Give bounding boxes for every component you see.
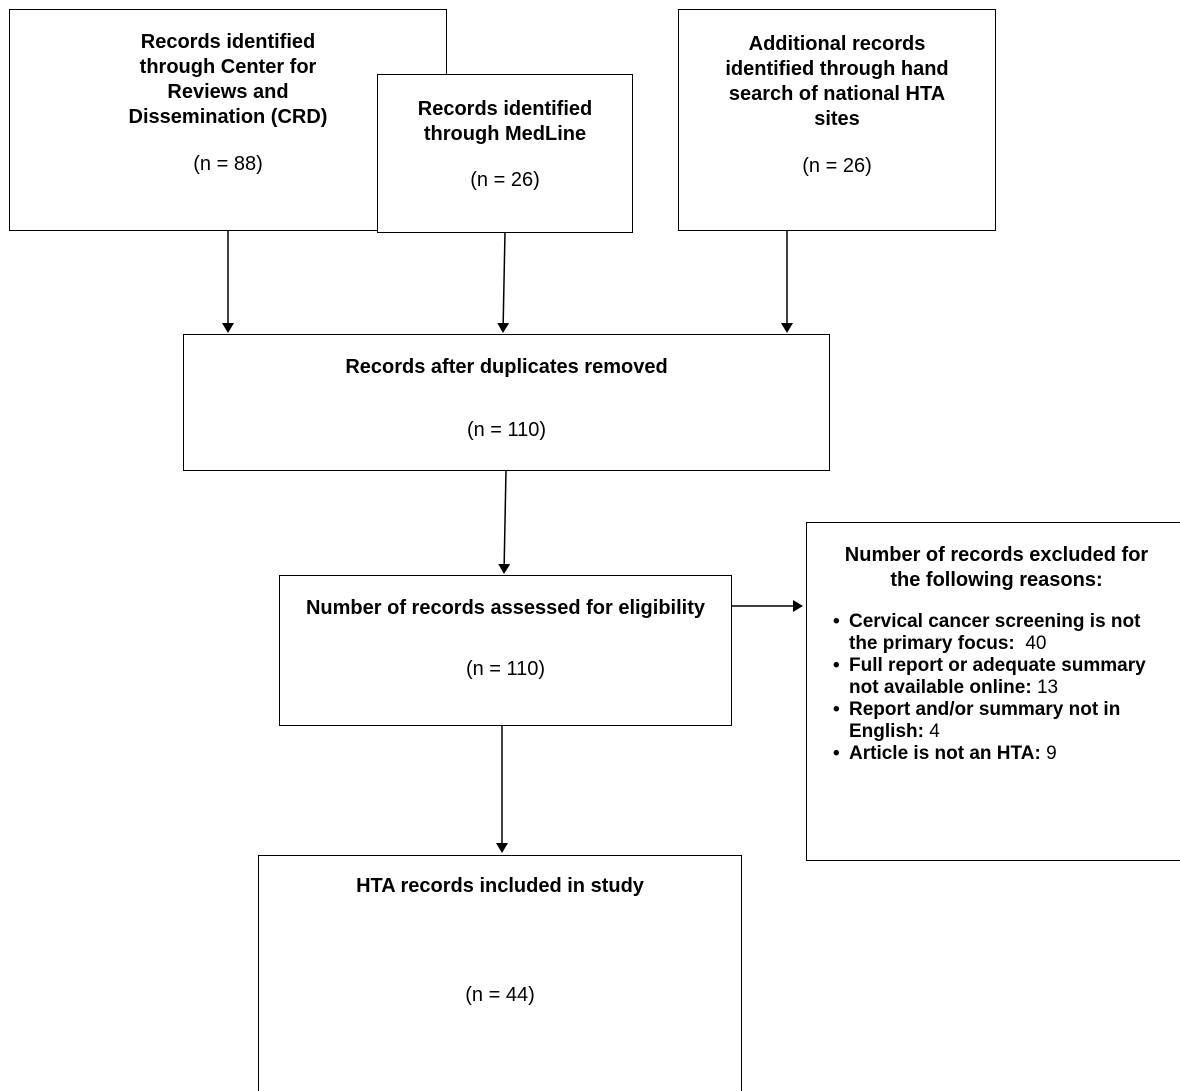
exclusion-reason-label: Full report or adequate summary not avai… [849,655,1146,698]
assessed-count: (n = 110) [465,658,546,680]
duplicates-count: (n = 110) [466,419,547,441]
exclusion-reason-value: 13 [1036,677,1059,698]
duplicates-box: Records after duplicates removed (n = 11… [183,334,830,471]
crd-box: Records identified through Center for Re… [9,9,447,231]
exclusion-reason-label: Report and/or summary not in English: [849,699,1121,742]
exclusion-reason-value: 9 [1046,743,1057,764]
medline-count: (n = 26) [470,169,540,191]
duplicates-title: Records after duplicates removed [345,356,668,378]
included-count: (n = 44) [465,984,535,1006]
exclusion-reason-label: Cervical cancer screening is not the pri… [849,611,1141,654]
exclusion-reason-value: 4 [929,721,940,742]
arrow-duplicates-to-assessed [498,469,511,574]
arrow-medline-to-duplicates [497,231,510,333]
assessed-title: Number of records assessed for eligibili… [305,597,705,619]
exclusion-reasons-list: Cervical cancer screening is not the pri… [827,611,1166,765]
hta-sites-title: Additional records identified through ha… [725,33,949,130]
exclusion-reason: Report and/or summary not in English: 4 [827,699,1166,743]
excluded-box: Number of records excluded for the follo… [806,522,1180,861]
exclusion-reason: Article is not an HTA: 9 [827,743,1166,765]
included-box: HTA records included in study (n = 44) [258,855,742,1091]
exclusion-reason: Cervical cancer screening is not the pri… [827,611,1166,655]
medline-title: Records identified through MedLine [417,98,593,145]
exclusion-reason-label: Article is not an HTA: [849,743,1041,764]
crd-count: (n = 88) [193,153,263,175]
hta-sites-box: Additional records identified through ha… [678,9,996,231]
exclusion-reason: Full report or adequate summary not avai… [827,655,1166,699]
crd-title: Records identified through Center for Re… [128,31,328,128]
included-title: HTA records included in study [356,875,644,897]
hta-sites-count: (n = 26) [802,155,872,177]
medline-box: Records identified through MedLine (n = … [377,74,633,233]
exclusion-reason-value: 40 [1025,633,1047,654]
assessed-box: Number of records assessed for eligibili… [279,575,732,726]
excluded-title: Number of records excluded for the follo… [844,544,1149,591]
